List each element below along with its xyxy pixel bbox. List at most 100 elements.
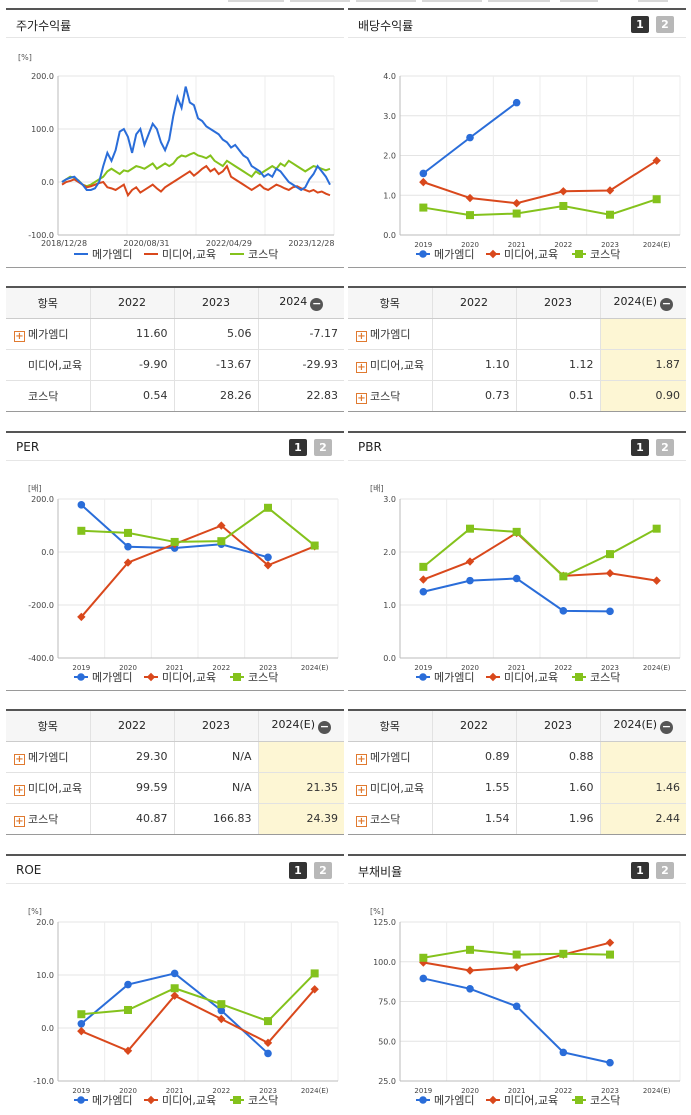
tab-1-button[interactable]: 1 [289, 862, 307, 879]
panel-header: 배당수익률 1 2 [348, 10, 686, 38]
y-tick-label: -10.0 [33, 1077, 54, 1086]
y-tick-label: 125.0 [373, 918, 396, 927]
x-tick-label: 2019 [72, 1087, 90, 1095]
y-unit-label: [%] [370, 907, 384, 916]
data-point [512, 1002, 521, 1011]
y-tick-label: 200.0 [31, 72, 54, 81]
data-point [466, 133, 474, 142]
panel-header: ROE 1 2 [6, 856, 344, 884]
data-point [233, 1096, 241, 1104]
col-header: 2023 [173, 287, 258, 319]
y-unit-label: [%] [18, 53, 32, 62]
expand-icon[interactable]: + [356, 753, 367, 765]
stock-return-panel: 주가수익률 [%] 200.0 100.0 0.0 -100.0 2018/12/28 20… [6, 8, 344, 268]
data-point [559, 949, 568, 958]
cell [599, 318, 686, 350]
expand-icon[interactable]: + [14, 784, 25, 796]
cell: 1.12 [515, 349, 600, 381]
row-label: 코스닥 [370, 389, 401, 403]
cell: -13.67 [173, 349, 258, 381]
data-point [264, 1049, 272, 1058]
expand-icon[interactable]: + [356, 392, 367, 404]
data-point [606, 607, 614, 616]
legend-label: 코스닥 [590, 1094, 620, 1107]
cell: 22.83 [257, 380, 344, 412]
tab-1-button[interactable]: 1 [631, 439, 649, 456]
expand-icon[interactable]: + [356, 361, 367, 373]
table-row: + 코스닥 0.73 0.51 0.90 [348, 380, 686, 412]
tab-1-button[interactable]: 1 [631, 16, 649, 33]
legend-label: 미디어,교육 [504, 1094, 558, 1107]
data-point [559, 201, 568, 210]
x-tick-label: 2024(E) [643, 1087, 671, 1095]
cell: 0.90 [599, 380, 686, 412]
y-tick-label: -200.0 [28, 601, 54, 610]
series-line [422, 527, 658, 578]
tab-2-button[interactable]: 2 [314, 439, 332, 456]
collapse-icon[interactable]: − [660, 719, 674, 734]
data-point [263, 561, 273, 570]
x-tick-label: 2021 [166, 1087, 184, 1095]
legend-label: 코스닥 [590, 248, 620, 261]
cell: N/A [173, 741, 258, 773]
cell: 40.87 [89, 803, 174, 835]
tab-1-button[interactable]: 1 [289, 439, 307, 456]
expand-icon[interactable]: + [14, 815, 25, 827]
series-line [81, 972, 316, 1023]
tab-2-button[interactable]: 2 [656, 439, 674, 456]
x-tick-label: 2022 [554, 1087, 572, 1095]
dividend-yield-panel: 배당수익률 1 2 4.0 3.0 2.0 1.0 0.0 2019 2020 2021 202… [348, 8, 686, 268]
x-tick-label: 2022 [212, 664, 230, 672]
col-header: 2024− [257, 287, 344, 319]
collapse-icon[interactable]: − [310, 296, 324, 311]
data-point [606, 1058, 614, 1067]
tab-2-button[interactable]: 2 [656, 16, 674, 33]
table-row: + 코스닥 40.87 166.83 24.39 [6, 803, 344, 835]
collapse-icon[interactable]: − [660, 296, 674, 311]
data-point [77, 1010, 86, 1019]
data-point [77, 526, 86, 535]
data-point [419, 587, 428, 596]
panel-title: ROE [16, 863, 42, 877]
pbr-panel: PBR 1 2 [배] 3.0 2.0 1.0 0.0 2019 2020 2021 2022 2… [348, 431, 686, 691]
expand-icon[interactable]: + [14, 330, 25, 342]
x-tick-label: 2024(E) [643, 664, 671, 672]
data-point [488, 249, 498, 259]
row-label: 메가엠디 [370, 327, 411, 341]
x-tick-label: 2022 [554, 664, 572, 672]
data-point [77, 673, 85, 681]
per-panel: PER 1 2 [배] 200.0 0.0 -200.0 -400.0 2019 2020 2… [6, 431, 344, 691]
table-row: + 미디어,교육 1.10 1.12 1.87 [348, 349, 686, 381]
expand-icon[interactable]: + [356, 815, 367, 827]
legend-label: 코스닥 [248, 248, 278, 261]
x-tick-label: 2024(E) [301, 664, 329, 672]
legend-label: 미디어,교육 [504, 671, 558, 684]
tab-2-button[interactable]: 2 [314, 862, 332, 879]
data-point [146, 1095, 156, 1105]
data-point [575, 673, 583, 681]
x-tick-label: 2020 [119, 1087, 137, 1095]
top-strip [0, 0, 691, 6]
data-point [419, 250, 427, 258]
data-point [170, 537, 179, 546]
expand-icon[interactable]: + [356, 784, 367, 796]
data-point [605, 938, 615, 947]
table-row: + 메가엠디 [348, 318, 686, 350]
tab-2-button[interactable]: 2 [656, 862, 674, 879]
tab-1-button[interactable]: 1 [631, 862, 649, 879]
col-header: 2024(E) − [257, 710, 344, 742]
data-point [217, 1014, 226, 1024]
expand-icon[interactable]: + [356, 330, 367, 342]
collapse-icon[interactable]: − [318, 719, 332, 734]
cell: 166.83 [173, 803, 258, 835]
x-tick-label: 2023 [259, 1087, 277, 1095]
col-header: 2022 [89, 710, 174, 742]
legend-label: 미디어,교육 [162, 1094, 216, 1107]
y-tick-label: 25.0 [378, 1077, 396, 1086]
legend-label: 메가엠디 [434, 248, 474, 261]
series-line [80, 524, 316, 618]
y-tick-label: 1.0 [383, 601, 396, 610]
row-label: 메가엠디 [28, 750, 69, 764]
row-label: 코스닥 [28, 812, 59, 826]
expand-icon[interactable]: + [14, 753, 25, 765]
